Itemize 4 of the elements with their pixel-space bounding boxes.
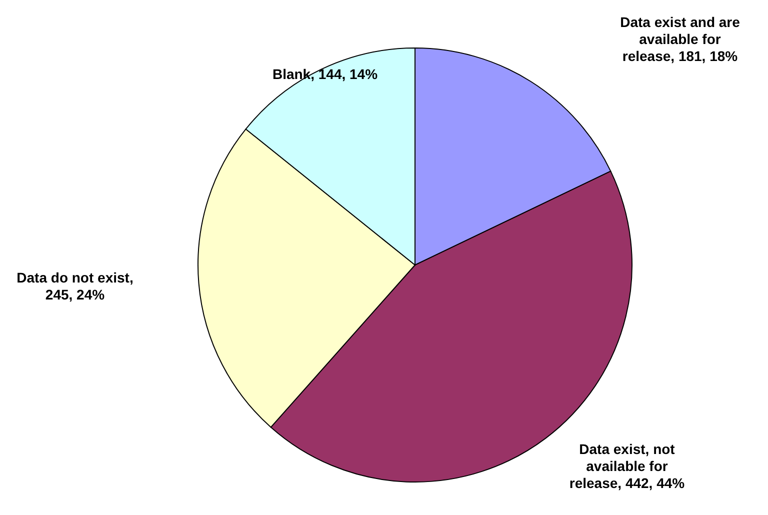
slice-label: Data do not exist, 245, 24% <box>16 269 134 302</box>
slice-label: Data exist and are available for release, 181, 18% <box>620 14 740 64</box>
slice-label: Data exist, not available for release, 442, 44% <box>569 440 686 491</box>
slice-label: Blank, 144, 14% <box>272 66 378 82</box>
